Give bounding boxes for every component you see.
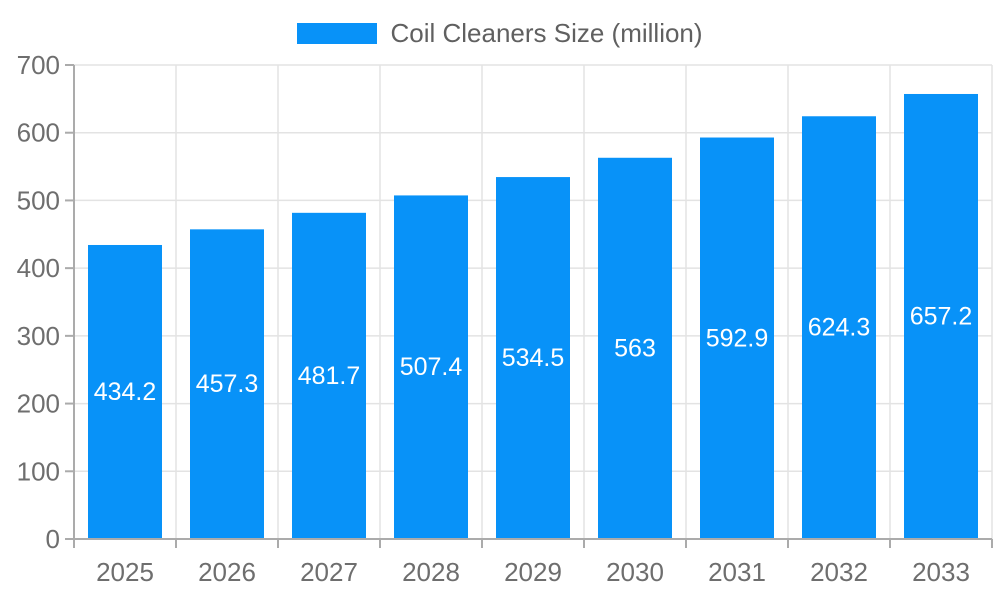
bar-2031[interactable] — [700, 137, 774, 539]
bar-2032[interactable] — [802, 116, 876, 540]
x-tick-label: 2030 — [606, 557, 664, 587]
legend-label: Coil Cleaners Size (million) — [390, 18, 703, 48]
x-tick-label: 2027 — [300, 557, 358, 587]
legend-swatch — [297, 22, 378, 44]
bar-value-label: 657.2 — [910, 302, 973, 330]
y-tick-label: 700 — [17, 50, 60, 80]
y-tick-label: 200 — [17, 389, 60, 419]
bar-2025[interactable] — [88, 244, 162, 540]
x-tick-label: 2028 — [402, 557, 460, 587]
x-tick-label: 2032 — [810, 557, 868, 587]
y-tick-label: 400 — [17, 253, 60, 283]
bar-2027[interactable] — [292, 212, 366, 539]
x-tick-label: 2031 — [708, 557, 766, 587]
bar-value-label: 534.5 — [502, 344, 565, 372]
x-tick-label: 2029 — [504, 557, 562, 587]
bar-value-label: 624.3 — [808, 314, 871, 342]
bar-value-label: 457.3 — [196, 370, 259, 398]
bar-2030[interactable] — [598, 157, 672, 540]
y-tick-label: 500 — [17, 185, 60, 215]
chart-legend[interactable]: Coil Cleaners Size (million) — [0, 20, 1000, 46]
bar-2029[interactable] — [496, 177, 570, 539]
x-tick-label: 2025 — [96, 557, 154, 587]
bar-value-label: 592.9 — [706, 324, 769, 352]
bar-2026[interactable] — [190, 229, 264, 539]
y-tick-label: 300 — [17, 321, 60, 351]
bar-value-label: 481.7 — [298, 362, 361, 390]
y-tick-label: 600 — [17, 118, 60, 148]
bar-value-label: 563 — [614, 334, 656, 362]
bar-2033[interactable] — [904, 93, 978, 539]
x-tick-label: 2033 — [912, 557, 970, 587]
bar-value-label: 434.2 — [94, 378, 157, 406]
y-tick-label: 0 — [46, 524, 60, 554]
x-tick-label: 2026 — [198, 557, 256, 587]
bar-value-label: 507.4 — [400, 353, 463, 381]
bar-2028[interactable] — [394, 195, 468, 539]
y-tick-label: 100 — [17, 456, 60, 486]
